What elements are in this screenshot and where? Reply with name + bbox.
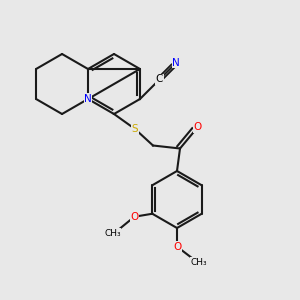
Text: O: O	[194, 122, 202, 132]
Text: N: N	[84, 94, 92, 104]
Text: O: O	[130, 212, 138, 222]
Text: O: O	[173, 242, 181, 252]
Text: CH₃: CH₃	[190, 258, 207, 267]
Text: C: C	[156, 74, 163, 85]
Text: CH₃: CH₃	[104, 229, 121, 238]
Text: N: N	[172, 58, 180, 68]
Text: S: S	[132, 124, 138, 134]
